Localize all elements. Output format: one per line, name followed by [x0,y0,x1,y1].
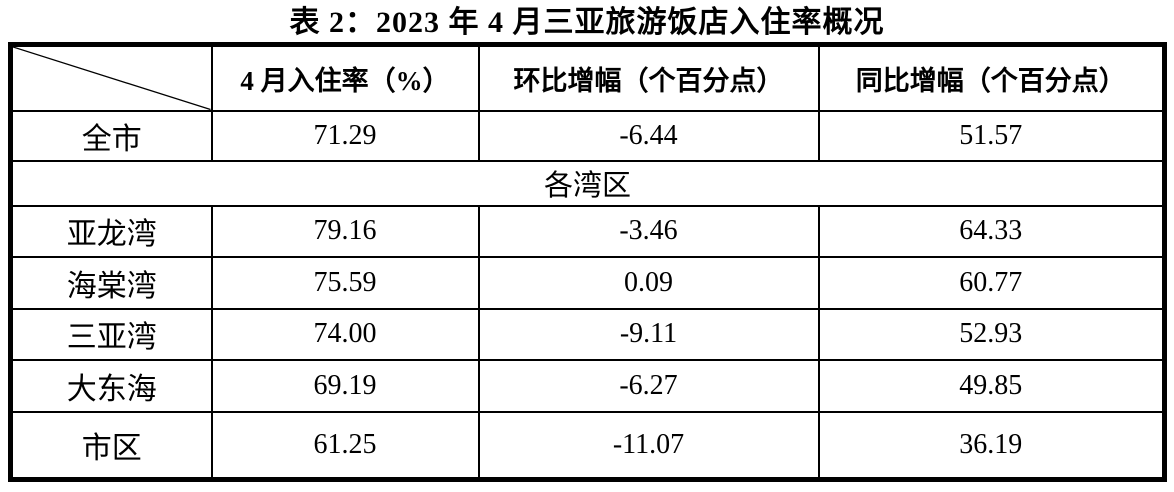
column-header-occupancy: 4 月入住率（%） [210,43,480,112]
column-header-mom-change: 环比增幅（个百分点） [477,43,820,112]
row-label: 三亚湾 [9,307,213,361]
cell-mom-change: 0.09 [477,255,820,310]
table-row-dadonghai: 大东海 69.19 -6.27 49.85 [9,358,1166,413]
cell-occupancy: 79.16 [210,204,480,258]
table-row-citywide: 全市 71.29 -6.44 51.57 [9,109,1166,162]
row-label: 亚龙湾 [9,204,213,258]
table-row-urban-district: 市区 61.25 -11.07 36.19 [9,410,1166,481]
cell-mom-change: -9.11 [477,307,820,361]
cell-yoy-change: 49.85 [817,358,1166,413]
section-label: 各湾区 [9,159,1166,207]
table-row-yalong-bay: 亚龙湾 79.16 -3.46 64.33 [9,204,1166,258]
cell-occupancy: 71.29 [210,109,480,162]
row-label: 大东海 [9,358,213,413]
table-row-haitang-bay: 海棠湾 75.59 0.09 60.77 [9,255,1166,310]
row-label: 市区 [9,410,213,481]
cell-yoy-change: 60.77 [817,255,1166,310]
cell-mom-change: -6.44 [477,109,820,162]
cell-occupancy: 69.19 [210,358,480,413]
cell-yoy-change: 64.33 [817,204,1166,258]
table-section-row: 各湾区 [9,159,1166,207]
row-label: 全市 [9,109,213,162]
cell-occupancy: 75.59 [210,255,480,310]
cell-occupancy: 74.00 [210,307,480,361]
diagonal-header-cell [9,43,213,112]
cell-yoy-change: 36.19 [817,410,1166,481]
cell-yoy-change: 52.93 [817,307,1166,361]
table-title: 表 2：2023 年 4 月三亚旅游饭店入住率概况 [289,6,885,39]
column-header-yoy-change: 同比增幅（个百分点） [817,43,1166,112]
cell-mom-change: -3.46 [477,204,820,258]
cell-occupancy: 61.25 [210,410,480,481]
diagonal-split-line [13,47,211,110]
occupancy-table: 4 月入住率（%） 环比增幅（个百分点） 同比增幅（个百分点） 全市 71.29… [8,42,1167,482]
table-header-row: 4 月入住率（%） 环比增幅（个百分点） 同比增幅（个百分点） [9,43,1166,112]
cell-mom-change: -11.07 [477,410,820,481]
cell-yoy-change: 51.57 [817,109,1166,162]
cell-mom-change: -6.27 [477,358,820,413]
table-row-sanya-bay: 三亚湾 74.00 -9.11 52.93 [9,307,1166,361]
row-label: 海棠湾 [9,255,213,310]
